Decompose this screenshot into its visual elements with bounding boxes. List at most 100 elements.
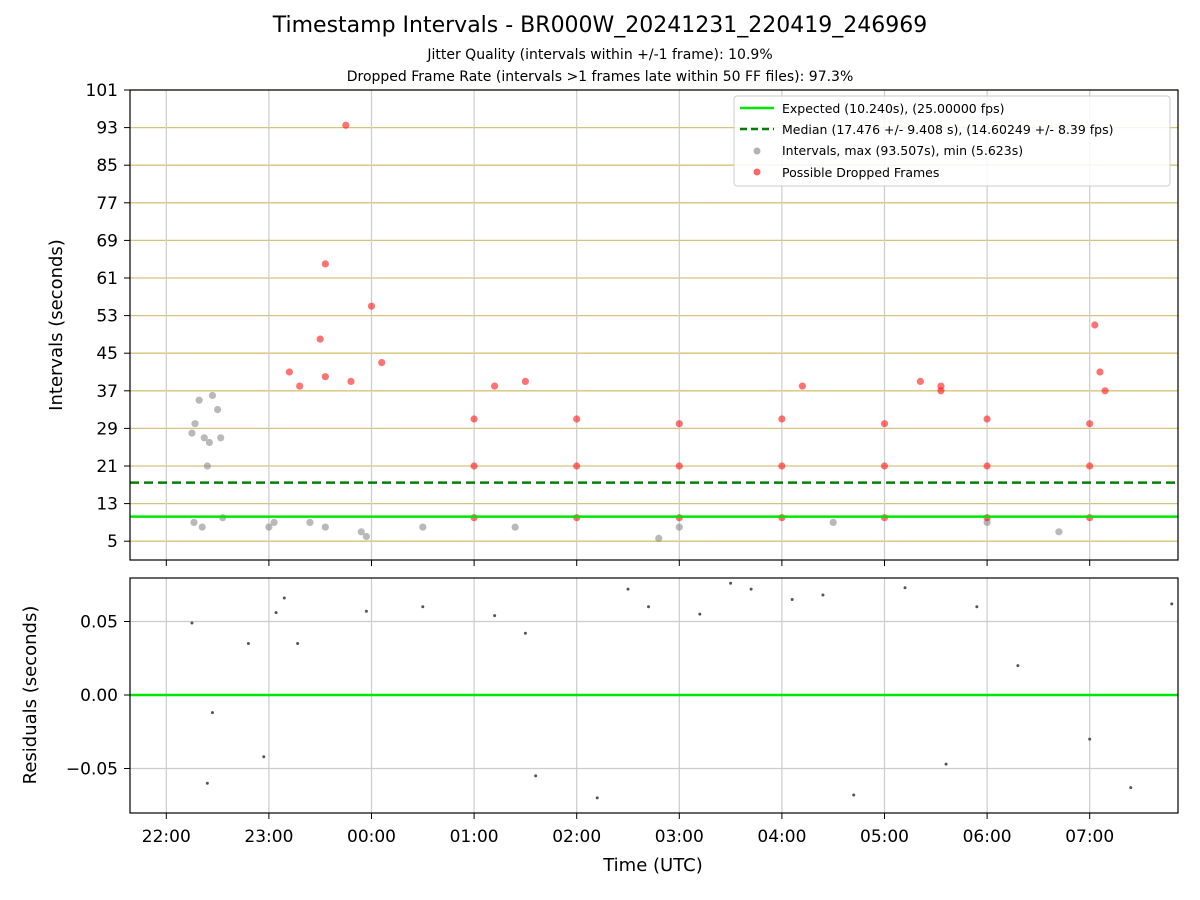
time-x-tick-label: 07:00 bbox=[1065, 827, 1114, 847]
dropped-frame-point bbox=[778, 415, 786, 423]
interval-point bbox=[675, 523, 683, 531]
interval-point bbox=[829, 518, 837, 527]
interval-point bbox=[419, 523, 427, 531]
dropped-frame-point bbox=[937, 387, 945, 395]
dropped-frame-point bbox=[367, 302, 376, 310]
interval-point bbox=[205, 438, 213, 447]
intervals-y-tick-label: 37 bbox=[96, 382, 118, 402]
dropped-frame-point bbox=[296, 382, 304, 390]
interval-point bbox=[655, 534, 663, 542]
interval-point bbox=[188, 429, 196, 437]
residual-point bbox=[447, 567, 450, 570]
time-x-tick-label: 06:00 bbox=[963, 827, 1012, 847]
interval-point bbox=[200, 434, 208, 442]
residuals-y-label: Residuals (seconds) bbox=[20, 606, 41, 785]
residuals-y-tick-label: 0.05 bbox=[80, 613, 118, 633]
interval-point bbox=[203, 462, 211, 470]
legend-expected-label: Expected (10.240s), (25.00000 fps) bbox=[782, 101, 1004, 116]
intervals-y-tick-label: 101 bbox=[86, 81, 118, 101]
time-x-axis: 22:00 23:00 00:00 01:00 02:00 03:00 04:00 05:00… bbox=[142, 560, 1114, 847]
residual-point bbox=[749, 587, 753, 591]
interval-point bbox=[191, 420, 199, 428]
residual-point bbox=[647, 605, 651, 609]
dropped-frame-point bbox=[491, 382, 499, 390]
legend: Expected (10.240s), (25.00000 fps) Media… bbox=[733, 95, 1171, 187]
dropped-frame-point bbox=[1189, 514, 1196, 521]
dropped-frame-point bbox=[880, 420, 889, 428]
interval-point bbox=[270, 518, 278, 527]
time-x-tick-label: 04:00 bbox=[757, 827, 806, 847]
residual-point bbox=[246, 642, 250, 646]
interval-point bbox=[214, 406, 222, 414]
residual-point bbox=[1088, 737, 1092, 741]
intervals-y-tick-label: 29 bbox=[96, 419, 118, 439]
time-x-tick-label: 23:00 bbox=[244, 827, 293, 847]
dropped-frame-point bbox=[321, 373, 329, 381]
interval-point bbox=[511, 523, 519, 531]
residual-point bbox=[210, 711, 214, 715]
residual-point bbox=[534, 774, 538, 778]
residual-point bbox=[205, 781, 209, 785]
residual-point bbox=[975, 605, 979, 609]
residual-point bbox=[729, 581, 733, 585]
dropped-frame-point bbox=[675, 462, 683, 470]
interval-point bbox=[357, 528, 365, 536]
dropped-frame-point bbox=[1189, 420, 1196, 427]
interval-point bbox=[217, 434, 225, 442]
dropped-frame-point bbox=[1189, 462, 1196, 469]
residual-point bbox=[1016, 664, 1020, 668]
residual-point bbox=[493, 614, 497, 618]
residual-point bbox=[852, 793, 856, 797]
residual-point bbox=[523, 631, 527, 635]
interval-point bbox=[265, 523, 273, 531]
dropped-frame-point bbox=[778, 462, 786, 470]
interval-point bbox=[195, 396, 203, 404]
dropped-frame-point bbox=[1091, 321, 1099, 329]
dropped-frame-point bbox=[1096, 368, 1104, 376]
intervals-y-tick-label: 93 bbox=[96, 119, 118, 139]
interval-point bbox=[306, 518, 314, 527]
legend-intervals-label: Intervals, max (93.507s), min (5.623s) bbox=[782, 143, 1023, 158]
dropped-frame-point bbox=[316, 335, 324, 343]
dropped-frame-point bbox=[285, 368, 294, 376]
dropped-frame-point bbox=[916, 377, 925, 385]
residual-point bbox=[262, 755, 266, 759]
dropped-frame-point bbox=[347, 377, 355, 385]
dropped-frame-point bbox=[470, 415, 478, 423]
chart-subtitle-dropped: Dropped Frame Rate (intervals >1 frames … bbox=[346, 69, 854, 85]
legend-dropped-label: Possible Dropped Frames bbox=[782, 165, 939, 180]
dropped-frame-point bbox=[470, 462, 478, 470]
intervals-y-tick-label: 13 bbox=[96, 495, 118, 515]
residuals-y-axis: −0.05 0.00 0.05 bbox=[66, 613, 130, 780]
intervals-plot-frame bbox=[129, 89, 1179, 561]
chart-subtitle-jitter: Jitter Quality (intervals within +/-1 fr… bbox=[427, 47, 773, 63]
dropped-frame-point bbox=[1086, 462, 1094, 470]
intervals-y-axis: 5 13 21 29 37 45 53 61 69 77 85 93 101 bbox=[86, 81, 130, 552]
time-x-tick-label: 22:00 bbox=[142, 827, 191, 847]
residual-point bbox=[790, 597, 794, 601]
dropped-frame-point bbox=[798, 382, 807, 390]
residual-point bbox=[903, 586, 907, 590]
residual-point bbox=[821, 593, 825, 597]
residual-point bbox=[698, 612, 702, 616]
dropped-frame-point bbox=[378, 359, 386, 367]
residual-point bbox=[190, 621, 194, 625]
residual-point bbox=[1129, 786, 1133, 790]
residual-point bbox=[1170, 602, 1174, 606]
residual-point bbox=[364, 609, 368, 613]
interval-point bbox=[321, 523, 329, 531]
residual-point bbox=[944, 762, 948, 766]
residual-point bbox=[282, 596, 286, 600]
legend-median-label: Median (17.476 +/- 9.408 s), (14.60249 +… bbox=[782, 122, 1113, 137]
residuals-y-tick-label: −0.05 bbox=[66, 760, 118, 780]
interval-point bbox=[1055, 528, 1063, 536]
intervals-y-tick-label: 45 bbox=[96, 344, 118, 364]
dropped-frame-point bbox=[675, 420, 683, 428]
intervals-y-tick-label: 61 bbox=[96, 269, 118, 289]
dropped-frame-point bbox=[573, 462, 581, 470]
dropped-frame-point bbox=[880, 462, 889, 470]
dropped-frame-point bbox=[983, 462, 991, 470]
residual-point bbox=[626, 587, 630, 591]
dropped-frame-point bbox=[983, 415, 991, 423]
